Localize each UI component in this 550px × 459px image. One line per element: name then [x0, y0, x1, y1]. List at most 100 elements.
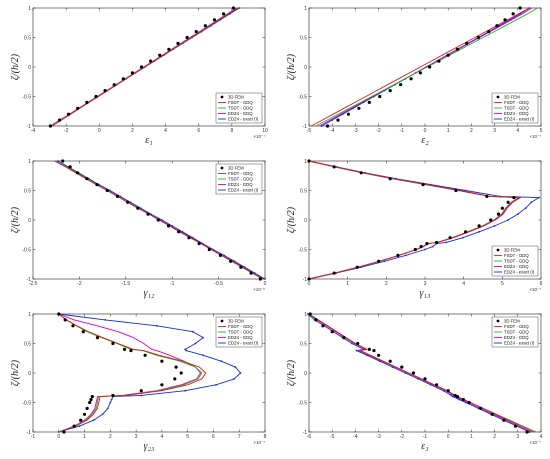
fem-point: [146, 212, 150, 216]
x-tick-label: 0: [308, 281, 311, 287]
x-tick-label: -1.5: [121, 281, 130, 287]
fem-point: [356, 341, 360, 346]
x-tick-label: 3: [516, 434, 519, 440]
fem-point: [487, 30, 491, 34]
fem-point: [346, 112, 351, 116]
x-tick-label: 2: [109, 434, 112, 440]
series-marker-exact: [233, 378, 235, 380]
x-tick-label: 6: [212, 434, 215, 440]
series-marker-exact: [92, 419, 95, 422]
y-tick-label: -1: [27, 277, 32, 283]
series-marker-exact: [202, 336, 205, 339]
fem-point: [446, 389, 450, 393]
fem-point: [179, 371, 183, 375]
series-marker-exact: [478, 230, 481, 233]
series-marker-exact: [234, 366, 237, 368]
series-marker-exact: [184, 348, 186, 351]
legend-label: 3D FEM: [228, 166, 244, 171]
fem-point: [71, 324, 75, 328]
legend-label: 3D FEM: [228, 95, 244, 100]
series-marker-exact: [404, 254, 407, 257]
x-axis-label: γ₁₃: [420, 288, 431, 299]
series-line-fsdt: [51, 7, 238, 127]
x-tick-label: 10: [262, 128, 268, 134]
series-marker-exact: [194, 342, 197, 345]
fem-point: [477, 224, 481, 228]
x-axis-label: γ₁₂: [144, 288, 155, 299]
y-tick-label: 1: [304, 159, 307, 165]
fem-point: [72, 424, 76, 428]
x-tick-label: -1: [423, 434, 428, 440]
fem-point: [388, 177, 392, 181]
fem-point: [490, 412, 494, 416]
fem-point: [194, 30, 198, 34]
x-tick-label: -4: [353, 434, 358, 440]
fem-point: [314, 318, 318, 322]
fem-point: [399, 83, 403, 87]
x-tick-label: -2: [376, 128, 381, 134]
fem-point: [357, 106, 361, 110]
series-marker-exact: [530, 201, 533, 204]
fem-point: [85, 177, 89, 181]
fem-point: [79, 418, 83, 422]
fem-point: [437, 59, 441, 63]
x-tick-label: -4: [330, 128, 335, 134]
x-tick-label: -6: [307, 434, 312, 440]
x-tick-label: 4: [462, 281, 465, 287]
legend-label: 3D FEM: [504, 319, 520, 324]
series-line-tsdt: [315, 7, 538, 127]
fem-point: [139, 65, 144, 69]
x-tick-label: 7: [238, 434, 241, 440]
x-tick-label: 0: [57, 434, 60, 440]
x-tick-label: 2: [470, 128, 473, 134]
series-marker-exact: [264, 278, 266, 280]
fem-point: [308, 312, 312, 316]
fem-point: [62, 430, 66, 434]
legend-swatch-fem: [220, 95, 224, 99]
y-tick-label: 0: [304, 218, 307, 224]
fem-point: [149, 59, 153, 63]
y-axis-label: ζ/(h/2): [286, 206, 297, 233]
legend-swatch-fem: [220, 319, 224, 323]
fem-point: [454, 188, 458, 193]
y-tick-label: 0: [28, 218, 31, 224]
fem-point: [428, 65, 432, 69]
series-marker-exact: [461, 236, 464, 239]
y-tick-label: -0.5: [298, 94, 307, 100]
legend-swatch-fem: [220, 166, 224, 170]
y-tick-label: 1: [304, 6, 307, 12]
fem-point: [85, 406, 89, 410]
y-tick-label: 1: [304, 312, 307, 318]
fem-point: [525, 430, 529, 434]
fem-point: [239, 265, 243, 269]
y-tick-label: -1: [303, 430, 308, 436]
series-line-fsdt: [58, 313, 207, 433]
x-tick-label: -4: [31, 128, 36, 134]
series-line-tsdt: [58, 313, 203, 433]
fem-point: [378, 94, 382, 99]
x-tick-label: 8: [230, 128, 233, 134]
chart-panel-1: -4 -2 0 2 4 6 8 10 -1 -0.5 0 0.5 1 ×10⁻⁷ ε₁ ζ/(h/2) 3D F…: [10, 6, 268, 146]
fem-point: [221, 12, 226, 16]
series-marker-exact: [215, 383, 217, 386]
series-marker-exact: [57, 160, 59, 162]
x-axis-multiplier: ×10⁻⁷: [253, 134, 265, 139]
fem-point: [67, 112, 71, 116]
series-marker-exact: [220, 360, 223, 363]
fem-point: [446, 53, 450, 57]
y-tick-label: -1: [27, 430, 32, 436]
x-tick-label: -0.5: [214, 281, 223, 287]
fem-point: [231, 6, 236, 10]
fem-point: [174, 365, 178, 369]
series-marker-exact: [320, 125, 323, 127]
fem-point: [122, 347, 127, 351]
fem-point: [160, 359, 164, 363]
series-marker-exact: [106, 407, 109, 410]
legend-label: TSDT - GDQ: [228, 177, 253, 182]
legend-label: EDZ4 - exact (I): [228, 188, 259, 193]
x-tick-label: -2: [400, 434, 405, 440]
fem-point: [112, 83, 116, 87]
series-marker-exact: [184, 389, 186, 392]
